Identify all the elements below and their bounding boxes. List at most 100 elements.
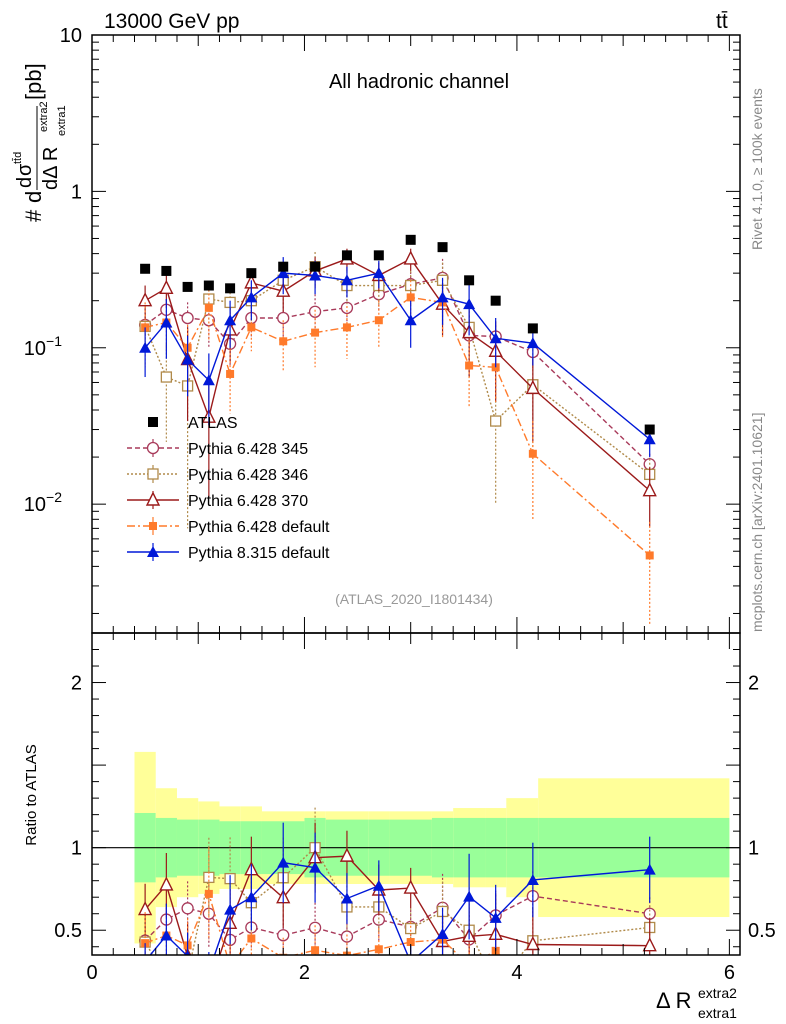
atlas-point (644, 424, 655, 435)
ratio-point (184, 950, 191, 955)
ylabel-sigma-sup: tt̄d (12, 152, 24, 164)
series-point (526, 337, 539, 349)
series-point (204, 303, 213, 312)
ratio-point (203, 982, 215, 994)
ratio-point (465, 962, 473, 970)
series-point (645, 551, 654, 560)
y-tick-label: 10−2 (24, 489, 62, 516)
ratio-y-tick-label-left: 2 (71, 673, 82, 695)
series-point (374, 316, 383, 325)
ylabel-sigma: σ (14, 163, 36, 176)
atlas-point (464, 275, 475, 286)
ratio-point (642, 937, 657, 952)
ratio-point (405, 956, 417, 967)
x-axis-label: Δ R extra1 extra2 (656, 985, 737, 1021)
series-point (406, 293, 415, 302)
main-y-axis-label: # d d σ tt̄d dΔ R extra1 extra2 [pb] (12, 63, 68, 222)
main-panel-frame (91, 34, 741, 634)
ylabel-unit: [pb] (21, 63, 46, 100)
x-tick-label: 6 (724, 962, 735, 984)
series-point (279, 337, 288, 346)
ratio-point (525, 935, 540, 951)
ratio-point (463, 890, 476, 902)
energy-label: 13000 GeV pp (104, 10, 239, 33)
ratio-point (311, 946, 320, 955)
ylabel-den-sup: extra2 (38, 101, 50, 132)
series-point (642, 482, 657, 497)
series-point (160, 371, 173, 383)
ratio-point (374, 945, 383, 954)
ratio-line-2 (144, 855, 650, 955)
legend-label: Pythia 6.428 default (188, 519, 330, 536)
series-point (160, 316, 173, 328)
series-point (342, 323, 351, 332)
ratio-point (161, 973, 171, 983)
ratio-y-axis-label: Ratio to ATLAS (23, 744, 40, 845)
series-line-1 (144, 265, 651, 475)
legend-marker (146, 441, 160, 455)
ratio-point (159, 876, 174, 891)
atlas-point (490, 295, 501, 306)
atlas-point (437, 242, 448, 253)
series-line-4 (144, 272, 651, 440)
y-tick-label: 1 (71, 181, 82, 203)
ratio-point (137, 901, 153, 916)
x-tick-label: 0 (86, 962, 97, 984)
y-tick-label: 10 (60, 25, 82, 47)
ylabel-den-sub: extra1 (56, 105, 68, 136)
atlas-point (182, 281, 193, 292)
series-line-3 (144, 296, 651, 556)
series-point (224, 314, 237, 326)
ratio-point (646, 983, 654, 991)
x-tick-label: 4 (511, 962, 522, 984)
ratio-point (340, 892, 353, 904)
atlas-point (341, 250, 352, 261)
ratio-panel-frame (91, 632, 741, 956)
series-point (490, 415, 502, 427)
ratio-point (405, 922, 417, 935)
process-label: tt̄ (716, 10, 728, 33)
atlas-point (203, 280, 214, 291)
series-point (202, 374, 215, 386)
ratio-point (309, 861, 322, 873)
ylabel-numerator-d: d (14, 177, 36, 188)
mcplots-label: mcplots.cern.ch [arXiv:2401.10621] (749, 413, 765, 632)
series-point (403, 250, 418, 265)
ratio-point (160, 929, 173, 941)
series-point (436, 291, 449, 303)
ylabel-denominator: dΔ R (40, 147, 62, 190)
ratio-point (277, 856, 290, 868)
series-point (139, 341, 152, 353)
atlas-point (140, 263, 151, 274)
series-point (181, 353, 194, 365)
legend-marker (147, 468, 159, 480)
ratio-point (308, 921, 322, 934)
series-point (245, 291, 258, 303)
xlabel-main: Δ R (656, 988, 691, 1013)
ratio-point (339, 847, 355, 862)
series-line-0 (144, 277, 651, 465)
ratio-line-1 (144, 846, 650, 955)
atlas-point (405, 234, 416, 245)
series-point (404, 314, 417, 326)
ratio-point (372, 879, 385, 891)
atlas-point (373, 250, 384, 261)
ratio-point (406, 938, 415, 947)
analysis-tag: (ATLAS_2020_I1801434) (335, 591, 493, 607)
xlabel-sup: extra2 (698, 985, 737, 1001)
legend-label: Pythia 6.428 345 (188, 441, 308, 458)
ylabel-d: d (21, 191, 46, 203)
series-point (181, 311, 194, 325)
legend-label: ATLAS (188, 415, 238, 432)
ratio-point (181, 902, 194, 915)
ratio-point (526, 873, 539, 885)
series-point (277, 311, 290, 325)
ratio-point (489, 911, 502, 923)
legend-label: Pythia 6.428 346 (188, 467, 308, 484)
ratio-point (139, 955, 151, 966)
ratio-point (529, 983, 537, 991)
legend-marker (149, 522, 157, 530)
ratio-point (403, 879, 418, 894)
atlas-point (225, 283, 236, 294)
